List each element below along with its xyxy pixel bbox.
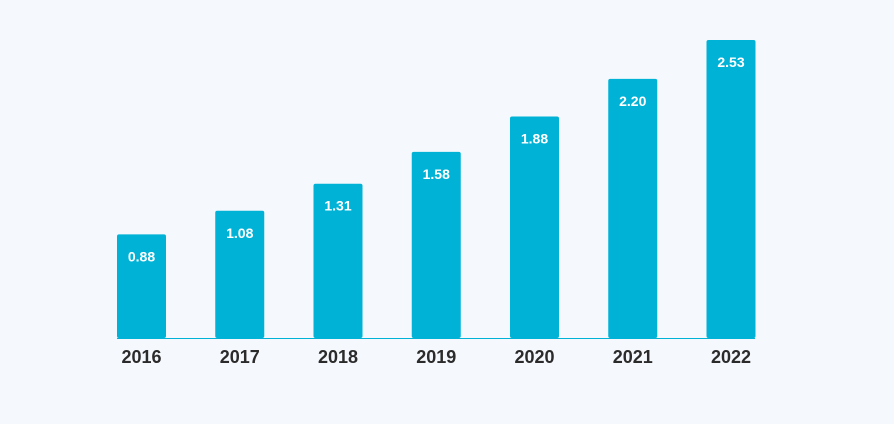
x-tick-label-2018: 2018: [318, 347, 358, 367]
bar-2021: [608, 78, 658, 338]
x-tick-label-2016: 2016: [121, 347, 161, 367]
bar-2019: [411, 151, 461, 338]
bar-value-label-2016: 0.88: [128, 248, 155, 264]
bar-2022: [706, 40, 756, 338]
x-tick-label-2019: 2019: [416, 347, 456, 367]
x-tick-label-2020: 2020: [514, 347, 554, 367]
x-tick-label-2017: 2017: [220, 347, 260, 367]
bar-value-label-2018: 1.31: [324, 198, 351, 214]
bar-value-label-2022: 2.53: [717, 54, 744, 70]
bar-value-label-2019: 1.58: [423, 166, 450, 182]
bar-2020: [510, 116, 559, 338]
bar-value-label-2020: 1.88: [521, 131, 548, 147]
bar-2016: [117, 234, 166, 338]
bar-2017: [215, 210, 265, 338]
bars-group: 0.88 1.08 1.31 1.58 1.88 2.20 2.53: [117, 40, 756, 338]
x-tick-label-2022: 2022: [711, 347, 751, 367]
bar-2018: [313, 183, 363, 338]
bar-value-label-2017: 1.08: [226, 225, 253, 241]
x-tick-label-2021: 2021: [613, 347, 653, 367]
bar-value-label-2021: 2.20: [619, 93, 646, 109]
x-tick-labels-group: 2016 2017 2018 2019 2020 2021 2022: [121, 347, 751, 367]
